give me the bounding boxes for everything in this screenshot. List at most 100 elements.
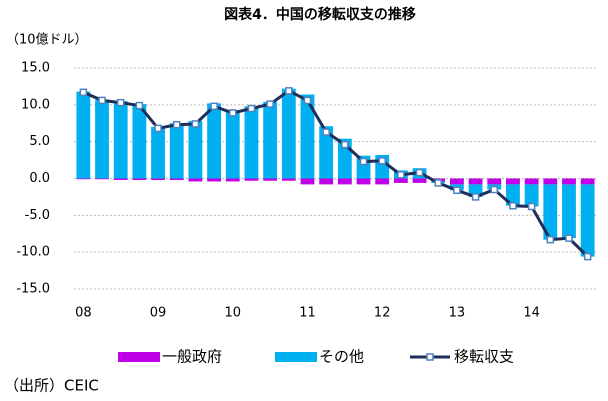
- bar: [487, 178, 502, 185]
- bar: [244, 106, 259, 179]
- legend-label: 一般政府: [162, 348, 222, 366]
- line-marker: [415, 168, 424, 177]
- x-tick-label: 14: [523, 306, 540, 321]
- bar: [263, 178, 278, 181]
- bar: [188, 121, 203, 179]
- bar: [449, 178, 464, 185]
- line-marker: [359, 157, 368, 166]
- bar: [300, 94, 315, 179]
- bar: [132, 178, 147, 180]
- x-tick-label: 09: [150, 306, 167, 321]
- legend-label: その他: [319, 348, 364, 366]
- y-tick-label: -5.0: [25, 208, 50, 223]
- line-marker: [116, 98, 125, 107]
- line-marker: [229, 109, 237, 117]
- line-marker: [453, 186, 461, 195]
- line: [82, 89, 589, 258]
- x-tick-label: 10: [224, 306, 241, 321]
- bar: [151, 178, 165, 180]
- bar: [169, 123, 184, 179]
- bar: [319, 126, 334, 179]
- bar: [300, 178, 315, 185]
- bar: [562, 178, 576, 185]
- line-marker: [247, 104, 256, 113]
- bar: [468, 178, 483, 185]
- y-tick-label: 0.0: [29, 171, 50, 186]
- y-axis-label: （10億ドル）: [6, 32, 88, 48]
- line-marker: [397, 171, 405, 179]
- bar: [337, 178, 352, 185]
- line-marker: [583, 252, 592, 261]
- bar: [132, 104, 147, 179]
- line-marker: [527, 202, 536, 211]
- bar: [580, 184, 595, 257]
- bar: [543, 178, 558, 185]
- chart-title: 図表4．中国の移転収支の推移: [224, 6, 416, 23]
- bar: [151, 126, 165, 179]
- line-marker: [172, 120, 181, 129]
- bar: [506, 184, 520, 206]
- bar: [113, 101, 128, 179]
- bar: [506, 178, 520, 185]
- x-tick-label: 08: [75, 306, 92, 321]
- legend-label: 移転収支: [454, 348, 514, 366]
- line-marker: [191, 120, 200, 128]
- bar: [169, 178, 184, 180]
- bar: [356, 178, 371, 185]
- y-tick-label: -15.0: [16, 282, 50, 297]
- line-marker: [266, 100, 274, 108]
- bar: [76, 178, 91, 180]
- bar: [319, 178, 334, 185]
- bar: [375, 178, 390, 185]
- bar: [393, 178, 408, 183]
- line-marker: [490, 185, 499, 194]
- legend-swatch: [275, 352, 317, 362]
- bar: [207, 103, 222, 179]
- bar: [524, 184, 539, 207]
- y-tick-label: -10.0: [16, 245, 50, 260]
- line-marker: [471, 193, 480, 201]
- bar: [412, 178, 427, 183]
- bar: [580, 178, 595, 185]
- line-marker: [546, 235, 555, 244]
- bar: [113, 178, 128, 180]
- line-marker: [378, 157, 386, 165]
- line-marker: [154, 124, 162, 133]
- line-marker: [341, 140, 349, 149]
- bar: [244, 178, 259, 181]
- bar: [188, 178, 203, 182]
- y-tick-label: 10.0: [21, 97, 50, 112]
- bar: [95, 99, 109, 179]
- bar: [95, 178, 109, 180]
- bar: [524, 178, 539, 185]
- bar: [543, 184, 558, 240]
- bar: [562, 184, 576, 239]
- x-tick-label: 11: [299, 306, 316, 321]
- legend-swatch: [118, 352, 160, 362]
- bar: [225, 178, 240, 182]
- line-marker: [79, 88, 88, 97]
- line-marker: [565, 234, 573, 242]
- bar: [281, 178, 296, 181]
- line-marker: [322, 128, 330, 136]
- line-marker: [98, 96, 106, 105]
- legend-swatch: [426, 353, 434, 361]
- line-marker: [210, 102, 218, 111]
- x-tick-label: 12: [374, 306, 391, 321]
- source-note: （出所）CEIC: [4, 377, 99, 395]
- line-marker: [434, 179, 442, 187]
- x-tick-label: 13: [449, 306, 466, 321]
- y-tick-label: 15.0: [21, 61, 50, 76]
- line-marker: [303, 96, 312, 105]
- bar: [207, 178, 222, 182]
- bar: [225, 109, 240, 179]
- bar: [76, 91, 91, 179]
- line-marker: [285, 87, 293, 95]
- line-marker: [509, 202, 517, 210]
- y-tick-label: 5.0: [29, 134, 50, 149]
- line-marker: [135, 101, 144, 110]
- bar: [263, 101, 278, 179]
- bar: [281, 88, 296, 179]
